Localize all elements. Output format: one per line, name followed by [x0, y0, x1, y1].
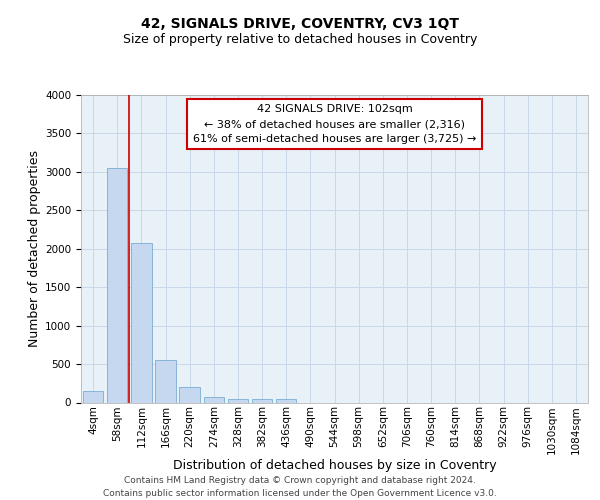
Bar: [227, 399, 248, 402]
Text: Size of property relative to detached houses in Coventry: Size of property relative to detached ho…: [123, 32, 477, 46]
Bar: [179, 387, 200, 402]
Text: 42 SIGNALS DRIVE: 102sqm
← 38% of detached houses are smaller (2,316)
61% of sem: 42 SIGNALS DRIVE: 102sqm ← 38% of detach…: [193, 104, 476, 144]
Bar: [107, 168, 127, 402]
Y-axis label: Number of detached properties: Number of detached properties: [28, 150, 41, 347]
Text: Contains HM Land Registry data © Crown copyright and database right 2024.
Contai: Contains HM Land Registry data © Crown c…: [103, 476, 497, 498]
Text: 42, SIGNALS DRIVE, COVENTRY, CV3 1QT: 42, SIGNALS DRIVE, COVENTRY, CV3 1QT: [141, 18, 459, 32]
Bar: [131, 243, 152, 402]
Bar: [203, 397, 224, 402]
Bar: [252, 399, 272, 402]
X-axis label: Distribution of detached houses by size in Coventry: Distribution of detached houses by size …: [173, 460, 496, 472]
Bar: [83, 391, 103, 402]
Bar: [276, 399, 296, 402]
Bar: [155, 360, 176, 403]
